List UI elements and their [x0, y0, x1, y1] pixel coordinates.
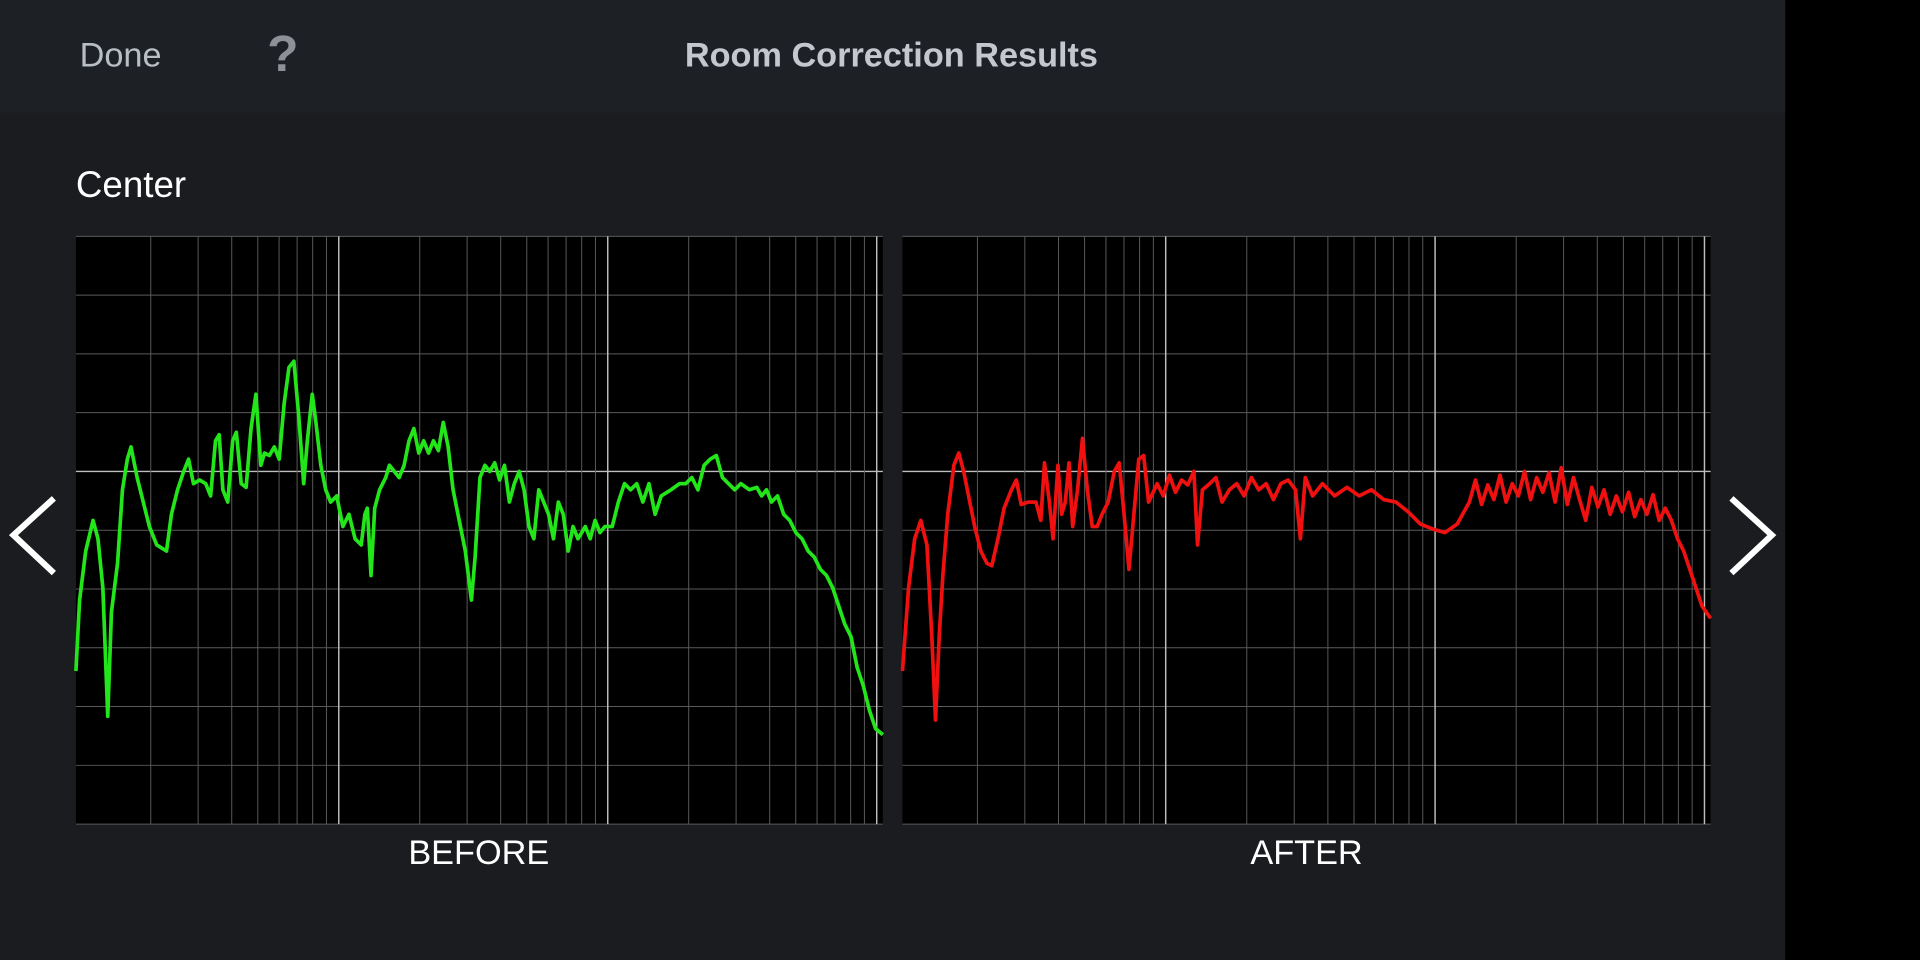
- previous-arrow[interactable]: [8, 496, 56, 576]
- channel-label: Center: [76, 164, 186, 205]
- done-button[interactable]: Done: [80, 37, 162, 75]
- help-button[interactable]: ?: [267, 24, 298, 82]
- after-graph: [902, 235, 1711, 825]
- top-bar: [0, 0, 1786, 113]
- side-strip: [1785, 0, 1920, 960]
- before-graph: [75, 235, 883, 825]
- page-title: Room Correction Results: [685, 37, 1098, 75]
- after-label: AFTER: [1250, 834, 1362, 872]
- after-curve: [900, 436, 1713, 722]
- before-label: BEFORE: [408, 834, 549, 872]
- before-curve: [74, 359, 885, 737]
- next-arrow[interactable]: [1729, 496, 1777, 576]
